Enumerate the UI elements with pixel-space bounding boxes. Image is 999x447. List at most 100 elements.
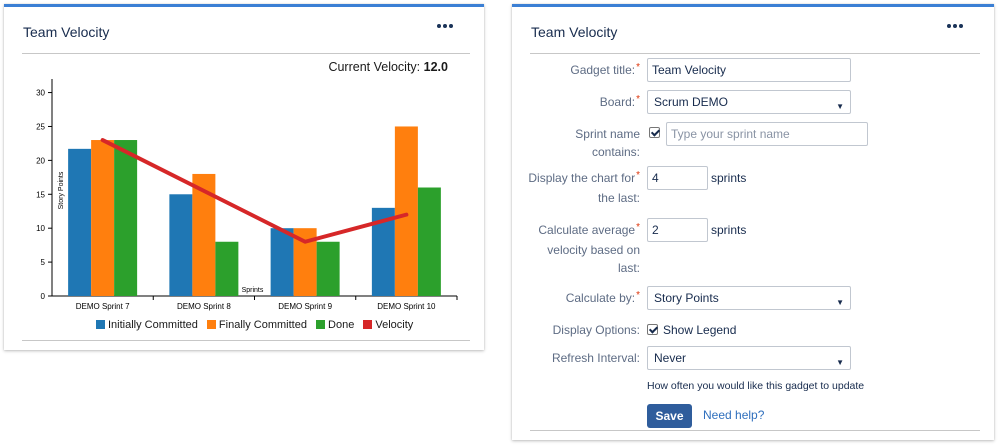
chevron-down-icon: ▼ (836, 298, 844, 307)
bar-initially-committed (169, 194, 193, 296)
y-tick-label: 30 (36, 89, 45, 98)
board-selected-value: Scrum DEMO (654, 95, 729, 109)
display-options-label: Display Options: (552, 323, 640, 337)
gadget-title: Team Velocity (531, 24, 618, 40)
label-text: Calculate by: (565, 291, 636, 305)
current-velocity-label: Current Velocity: (328, 60, 421, 74)
bar-initially-committed (270, 228, 294, 296)
display-chart-label: Display the chart for* the last: (528, 169, 640, 207)
y-tick-label: 25 (36, 122, 45, 131)
velocity-point (405, 214, 407, 216)
gadget-title-label: Gadget title:* (570, 61, 640, 81)
bar-finally-committed (293, 228, 317, 296)
required-marker: * (636, 290, 640, 301)
gadget-header: Team Velocity (22, 7, 470, 54)
legend-swatch (316, 320, 326, 329)
gadget-title: Team Velocity (23, 24, 110, 40)
label-text: contains: (591, 145, 640, 159)
show-legend-checkbox[interactable] (647, 324, 658, 335)
label-text: the last: (597, 191, 640, 205)
x-axis-label: Sprints (242, 287, 264, 294)
legend-item-finally-committed: Finally Committed (206, 319, 307, 331)
y-axis-label: Story Points (58, 171, 65, 209)
average-velocity-label: Calculate average* velocity based on last: (538, 221, 640, 277)
gadget-footer-divider (530, 430, 980, 431)
y-tick-label: 10 (36, 224, 45, 233)
bar-finally-committed (91, 140, 115, 296)
x-tick-label: DEMO Sprint 9 (278, 302, 332, 311)
velocity-line (100, 138, 409, 244)
bar-finally-committed (394, 126, 418, 296)
sprint-count-input[interactable]: 4 (647, 166, 708, 190)
sprint-count-unit: sprints (711, 171, 747, 185)
label-text: velocity based on (547, 243, 640, 257)
x-tick-label: DEMO Sprint 7 (76, 302, 130, 311)
y-tick-label: 15 (36, 190, 45, 199)
sprint-name-input[interactable]: Type your sprint name (666, 122, 868, 146)
label-text: Board: (599, 95, 636, 109)
required-marker: * (636, 222, 640, 233)
board-select[interactable]: Scrum DEMO ▼ (647, 90, 851, 114)
chevron-down-icon: ▼ (836, 358, 844, 367)
required-marker: * (636, 62, 640, 73)
gadget-config-form: Team Velocity Gadget title:* Team Veloci… (512, 4, 994, 440)
need-help-link[interactable]: Need help? (703, 408, 765, 422)
legend-item-velocity: Velocity (363, 319, 413, 331)
calculate-by-select[interactable]: Story Points ▼ (647, 286, 851, 310)
velocity-chart-gadget: Team Velocity Current Velocity: 12.0 0 5 1… (4, 4, 484, 350)
refresh-interval-label: Refresh Interval: (551, 351, 640, 365)
current-velocity-value: 12.0 (423, 60, 448, 74)
legend-label: Finally Committed (218, 319, 307, 331)
gadget-footer-divider (22, 340, 470, 341)
show-legend-label: Show Legend (663, 323, 737, 337)
sprint-name-checkbox[interactable] (649, 127, 660, 138)
y-tick-label: 5 (41, 258, 46, 267)
required-marker: * (636, 94, 640, 105)
x-tick-label: DEMO Sprint 8 (177, 302, 231, 311)
legend-swatch (96, 320, 105, 329)
bar-done (316, 241, 340, 296)
refresh-interval-selected-value: Never (654, 351, 687, 365)
label-text: Calculate average (538, 223, 636, 237)
chart-legend: Initially Committed Finally Committed Do… (96, 319, 419, 331)
legend-label: Initially Committed (108, 319, 198, 331)
refresh-interval-select[interactable]: Never ▼ (647, 346, 851, 370)
bar-done (114, 140, 138, 296)
gadget-header: Team Velocity (530, 7, 980, 54)
more-options-icon[interactable] (946, 19, 966, 33)
average-sprint-count-unit: sprints (711, 223, 747, 237)
legend-item-done: Done (316, 319, 354, 331)
gadget-title-input[interactable]: Team Velocity (647, 58, 851, 82)
bar-done (417, 187, 441, 296)
save-button[interactable]: Save (647, 404, 692, 428)
legend-label: Done (328, 319, 355, 331)
legend-swatch (206, 320, 216, 329)
bar-finally-committed (192, 173, 216, 296)
current-velocity-readout: Current Velocity: 12.0 (328, 60, 448, 74)
label-text: Gadget title: (570, 63, 636, 77)
bar-initially-committed (371, 207, 395, 296)
calculate-by-label: Calculate by:* (566, 289, 640, 309)
velocity-point (102, 139, 104, 141)
average-sprint-count-input[interactable]: 2 (647, 218, 708, 242)
legend-swatch (363, 320, 373, 329)
chevron-down-icon: ▼ (836, 102, 844, 111)
label-text: Sprint name (575, 127, 640, 141)
calculate-by-selected-value: Story Points (654, 291, 719, 305)
legend-item-initially-committed: Initially Committed (96, 319, 198, 331)
y-tick-label: 0 (41, 292, 46, 301)
more-options-icon[interactable] (436, 19, 456, 33)
sprint-name-label: Sprint name contains: (575, 125, 640, 161)
label-text: last: (617, 261, 640, 275)
legend-label: Velocity (375, 319, 414, 331)
x-tick-label: DEMO Sprint 10 (377, 302, 436, 311)
refresh-interval-hint: How often you would like this gadget to … (647, 380, 865, 392)
board-label: Board:* (600, 93, 640, 113)
label-text: Display the chart for (528, 171, 636, 185)
bar-done (215, 241, 239, 296)
required-marker: * (636, 170, 640, 181)
velocity-chart: 0 5 10 15 20 25 30 Story Points DEMO Sprint 7 DEM… (36, 79, 458, 311)
y-tick-label: 20 (36, 156, 45, 165)
bar-initially-committed (68, 148, 92, 296)
velocity-point (203, 190, 205, 192)
